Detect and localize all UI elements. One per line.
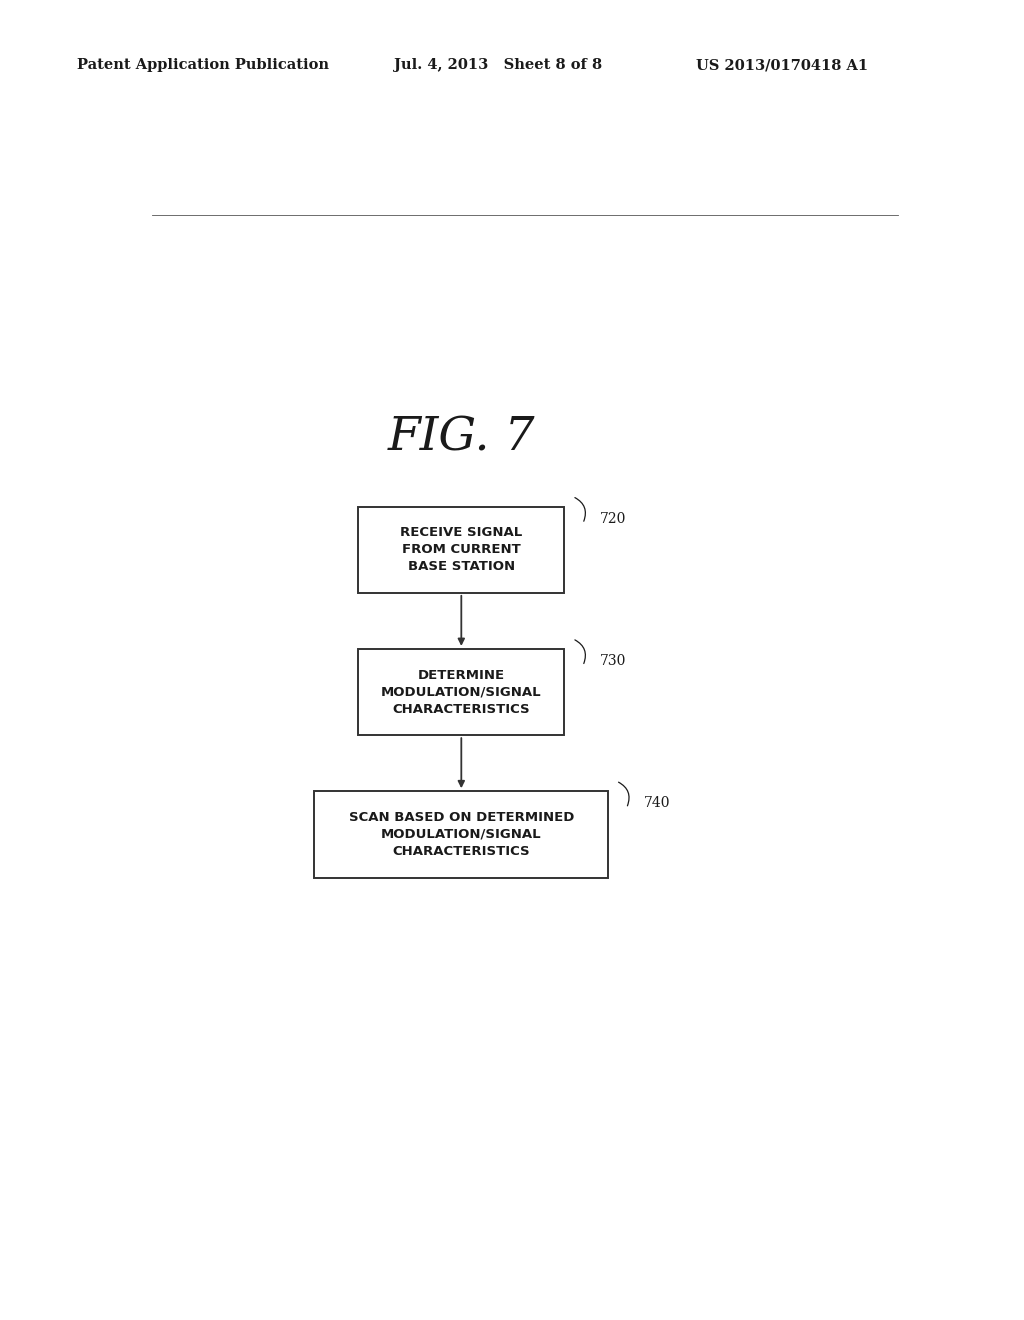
Text: 720: 720 xyxy=(600,512,627,525)
Text: 730: 730 xyxy=(600,653,627,668)
Bar xyxy=(314,791,608,878)
Text: Patent Application Publication: Patent Application Publication xyxy=(77,58,329,73)
Bar xyxy=(358,507,564,593)
Text: SCAN BASED ON DETERMINED
MODULATION/SIGNAL
CHARACTERISTICS: SCAN BASED ON DETERMINED MODULATION/SIGN… xyxy=(348,810,574,858)
Text: FIG. 7: FIG. 7 xyxy=(387,416,536,461)
Bar xyxy=(358,649,564,735)
Text: RECEIVE SIGNAL
FROM CURRENT
BASE STATION: RECEIVE SIGNAL FROM CURRENT BASE STATION xyxy=(400,527,522,573)
Text: US 2013/0170418 A1: US 2013/0170418 A1 xyxy=(696,58,868,73)
Text: 740: 740 xyxy=(644,796,671,810)
Text: DETERMINE
MODULATION/SIGNAL
CHARACTERISTICS: DETERMINE MODULATION/SIGNAL CHARACTERIST… xyxy=(381,668,542,715)
Text: Jul. 4, 2013   Sheet 8 of 8: Jul. 4, 2013 Sheet 8 of 8 xyxy=(394,58,602,73)
